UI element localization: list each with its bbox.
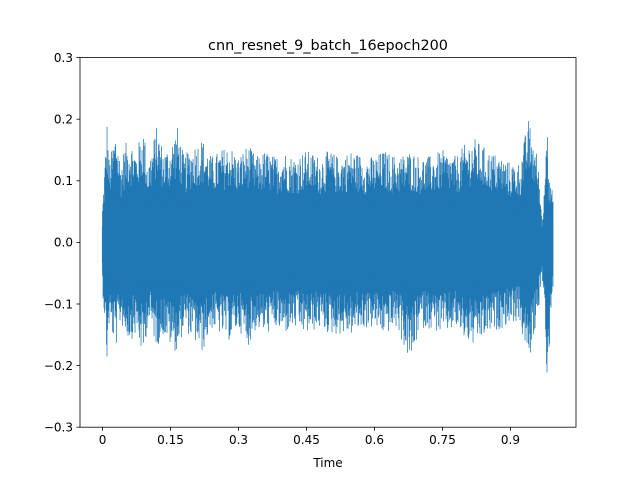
x-axis: 0 0.15 0.3 0.45 0.6 0.75 0.9 — [99, 427, 520, 447]
x-tick-label: 0.45 — [293, 433, 320, 447]
y-tick-label: 0.2 — [54, 113, 73, 127]
chart-title: cnn_resnet_9_batch_16epoch200 — [208, 38, 448, 54]
x-tick-label: 0 — [99, 433, 107, 447]
x-tick-label: 0.6 — [365, 433, 384, 447]
signal-layer — [101, 121, 554, 373]
x-tick-label: 0.75 — [429, 433, 456, 447]
y-axis: 0.3 0.2 0.1 0.0 −0.1 −0.2 −0.3 — [44, 51, 80, 435]
y-tick-label: 0.1 — [54, 174, 73, 188]
y-tick-label: 0.0 — [54, 236, 73, 250]
x-tick-label: 0.3 — [229, 433, 248, 447]
signal-core — [101, 176, 554, 309]
y-tick-label: −0.3 — [44, 421, 73, 435]
x-axis-label: Time — [312, 456, 342, 470]
x-tick-label: 0.15 — [157, 433, 184, 447]
x-tick-label: 0.9 — [501, 433, 520, 447]
y-tick-label: −0.1 — [44, 297, 73, 311]
y-tick-label: 0.3 — [54, 51, 73, 65]
y-tick-label: −0.2 — [44, 359, 73, 373]
